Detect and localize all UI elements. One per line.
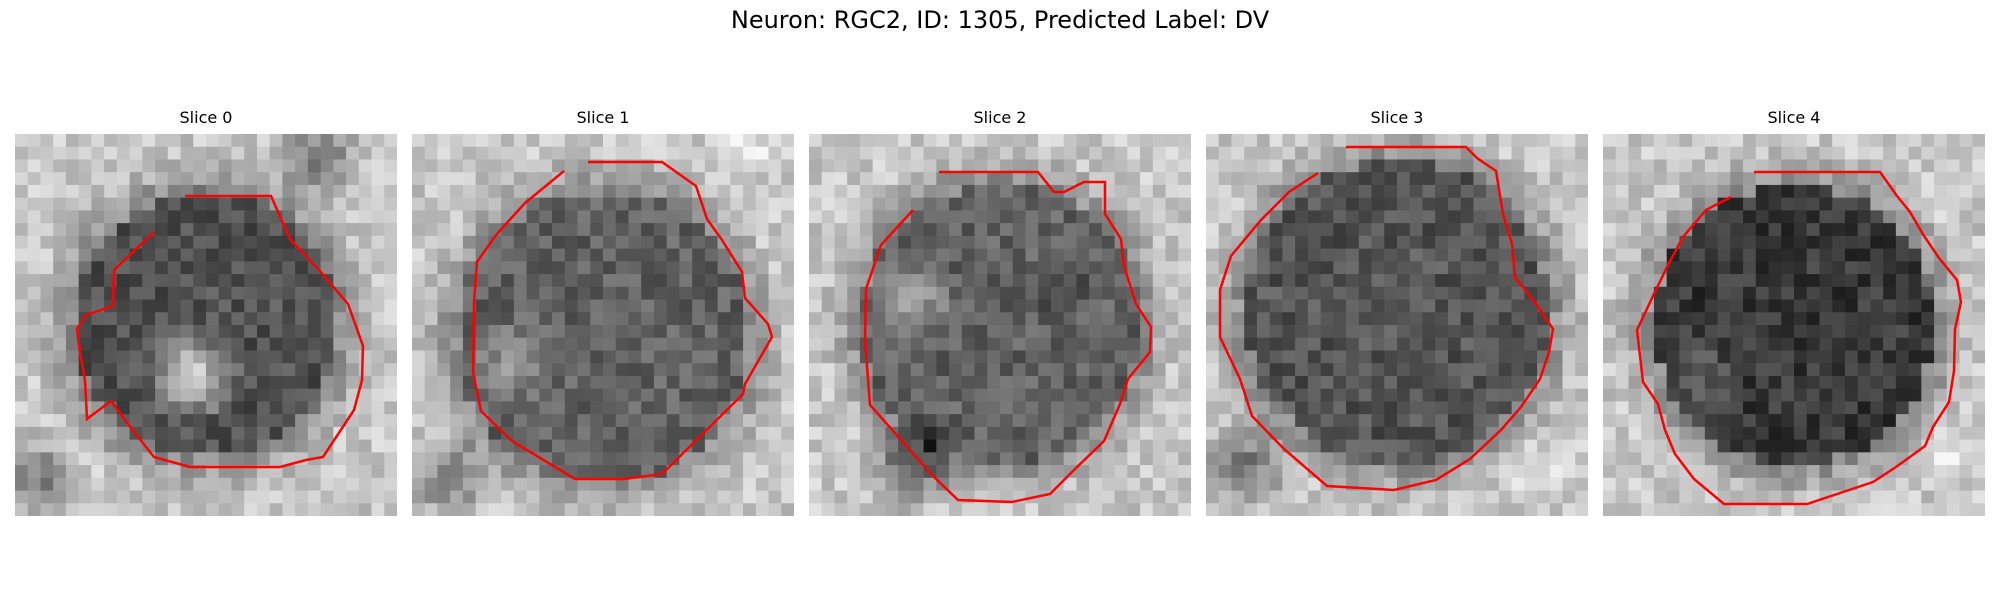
slice-title-4: Slice 4 (1767, 108, 1821, 127)
cell-contour-4 (1635, 170, 1963, 506)
slice-panel-3: Slice 3 (1206, 108, 1588, 516)
figure-title: Neuron: RGC2, ID: 1305, Predicted Label:… (730, 6, 1270, 34)
cell-contour-0 (75, 194, 365, 469)
slice-image-1 (412, 134, 794, 516)
slice-panel-1: Slice 1 (412, 108, 794, 516)
slice-panel-0: Slice 0 (15, 108, 397, 516)
slice-image-4 (1603, 134, 1985, 516)
cell-contour-1 (471, 160, 774, 481)
slice-panel-4: Slice 4 (1603, 108, 1985, 516)
slice-image-3 (1206, 134, 1588, 516)
cell-contour-3 (1218, 145, 1555, 492)
slice-title-2: Slice 2 (973, 108, 1027, 127)
slice-title-0: Slice 0 (179, 108, 233, 127)
slice-panel-2: Slice 2 (809, 108, 1191, 516)
cell-contour-2 (863, 170, 1153, 504)
slice-image-0 (15, 134, 397, 516)
slice-title-3: Slice 3 (1370, 108, 1424, 127)
slice-image-2 (809, 134, 1191, 516)
slice-title-1: Slice 1 (576, 108, 630, 127)
